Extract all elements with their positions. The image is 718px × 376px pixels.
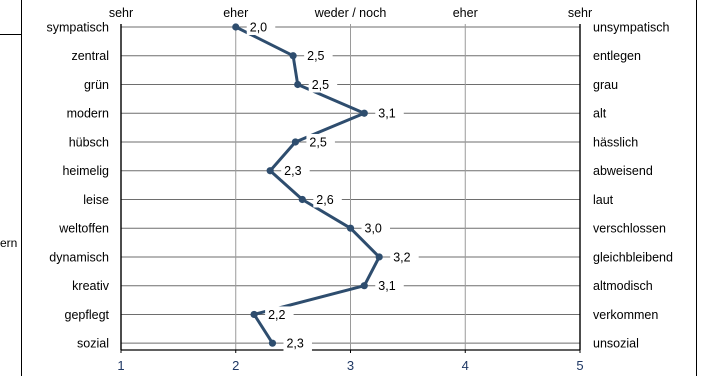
left-item-label: sympatisch [46,21,109,35]
left-item-label: leise [83,193,109,207]
left-item-label: grün [84,78,109,92]
data-label-bg [390,248,419,265]
context-fragment: ern [0,236,18,250]
data-label: 2,6 [316,193,333,207]
scale-label: eher [223,6,248,20]
x-tick-labels: 1 2 3 4 5 [117,358,583,373]
data-label-bg [281,162,310,179]
data-label: 3,1 [378,279,395,293]
left-item-label: modern [67,107,109,121]
data-label: 2,2 [268,308,285,322]
right-item-label: abweisend [593,164,653,178]
data-label-bg [313,191,342,208]
data-labels: 2,0 2,5 2,5 3,1 2,5 2,3 2,6 3,0 3,2 3,1 2,2 2,3 [246,19,419,352]
data-label-bg [304,47,333,64]
data-point [291,138,300,146]
right-item-label: hässlich [593,135,638,149]
left-item-label: heimelig [62,164,109,178]
left-item-label: zentral [71,49,109,63]
data-point [232,23,240,31]
data-point [298,195,306,204]
scale-label: weder / noch [314,6,387,20]
data-point [294,80,302,89]
grid-layer [121,24,580,350]
data-label: 2,3 [284,164,301,178]
data-label-bg [308,76,338,93]
data-label-bg [375,105,404,122]
data-point [360,282,368,290]
left-item-label: sozial [77,337,109,351]
data-point [268,339,277,347]
left-border-line [21,0,22,376]
left-item-labels: sympatisch zentral grün modern hübsch heimeli… [46,21,109,351]
data-point [360,109,368,117]
right-item-label: altmodisch [593,279,653,293]
profile-series [232,23,383,347]
data-label: 3,2 [393,250,410,264]
right-border-line [696,0,697,376]
right-item-label: entlegen [593,49,641,63]
data-label: 3,0 [365,222,382,236]
x-tick-label: 4 [462,358,469,373]
data-point [375,253,383,261]
left-item-label: weltoffen [58,222,109,236]
right-item-label: laut [593,193,614,207]
x-tick-label: 2 [232,358,239,373]
data-label-bg [265,306,294,323]
profile-line [235,25,381,345]
right-item-label: unsozial [593,337,639,351]
scale-label: sehr [568,6,592,20]
right-item-labels: unsympatisch entlegen grau alt hässlich abwei… [593,21,673,351]
x-tick-label: 1 [117,358,124,373]
data-point [289,52,297,60]
scale-labels: sehr eher weder / noch eher sehr [109,6,592,20]
left-top-line [0,34,22,35]
data-label-bg [283,335,312,352]
right-item-label: verschlossen [593,222,666,236]
scale-label: sehr [109,6,133,20]
data-point [266,167,274,175]
data-point [250,310,258,319]
right-item-label: unsympatisch [593,21,669,35]
right-item-label: verkommen [593,308,658,322]
plot-frame [120,24,581,353]
data-label-bg [375,277,404,294]
left-item-label: hübsch [69,135,109,149]
data-label: 3,1 [378,107,395,121]
data-label-bg [246,19,276,35]
data-point [346,224,355,232]
x-tick-label: 3 [347,358,354,373]
right-item-label: alt [593,107,607,121]
data-label: 2,5 [307,49,324,63]
data-label: 2,5 [312,78,329,92]
data-label-bg [361,220,390,237]
left-item-label: dynamisch [49,250,109,264]
left-item-label: kreativ [72,279,110,293]
right-item-label: gleichbleibend [593,250,673,264]
data-label: 2,5 [309,135,326,149]
data-label: 2,0 [250,21,267,35]
x-tick-label: 5 [576,358,583,373]
data-label: 2,3 [286,337,303,351]
left-item-label: gepflegt [65,308,110,322]
data-label-bg [306,133,335,150]
right-item-label: grau [593,78,618,92]
scale-label: eher [453,6,478,20]
